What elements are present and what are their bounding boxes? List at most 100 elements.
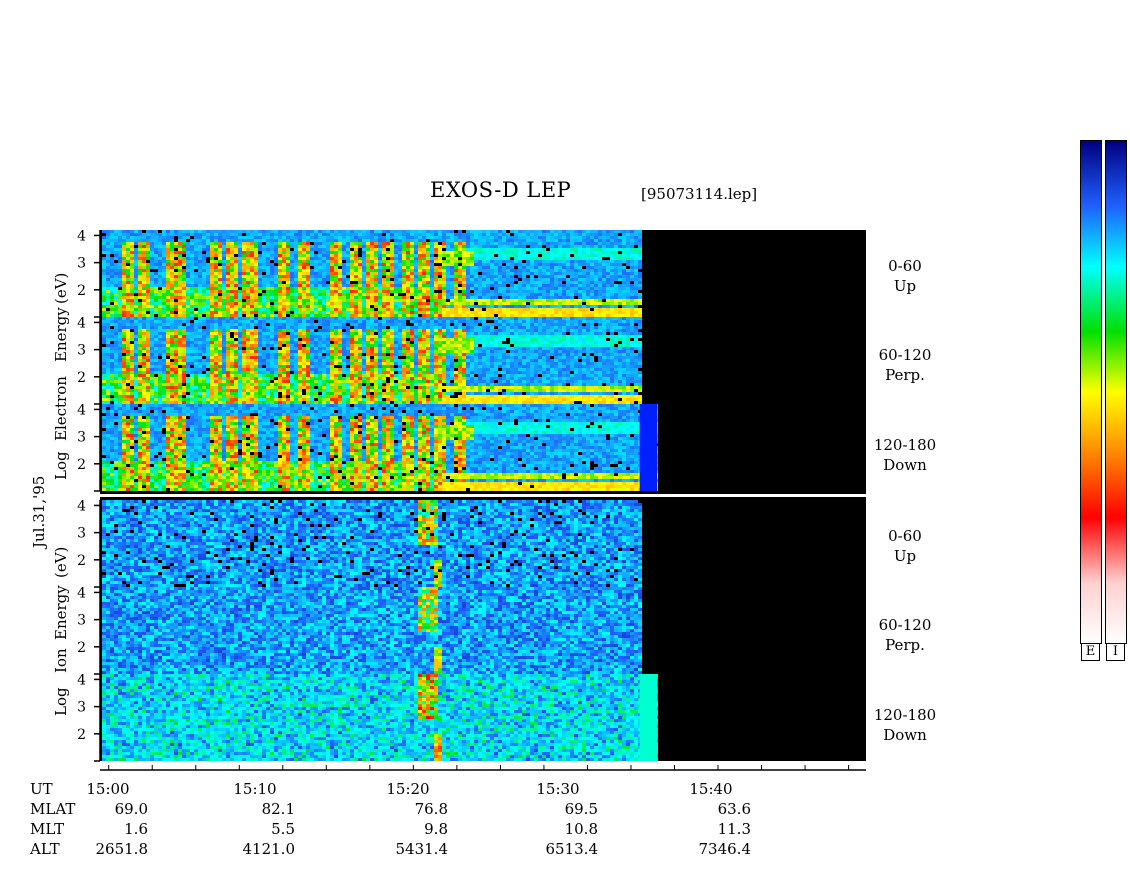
spectrogram-cell — [614, 275, 618, 278]
spectrogram-cell — [226, 257, 230, 260]
spectrogram-cell — [262, 380, 266, 383]
spectrogram-cell — [470, 233, 474, 236]
spectrogram-cell — [546, 311, 550, 314]
spectrogram-cell — [254, 278, 258, 281]
spectrogram-cell — [114, 296, 118, 299]
spectrogram-cell — [174, 230, 178, 233]
spectrogram-cell — [622, 251, 626, 254]
spectrogram-cell — [478, 266, 482, 269]
spectrogram-cell — [338, 251, 342, 254]
spectrogram-cell — [366, 299, 370, 302]
spectrogram-cell — [558, 275, 562, 278]
spectrogram-cell — [394, 302, 398, 305]
spectrogram-cell — [190, 281, 194, 284]
spectrogram-cell — [166, 236, 170, 239]
spectrogram-cell — [138, 248, 142, 251]
spectrogram-cell — [634, 233, 638, 236]
spectrogram-cell — [486, 290, 490, 293]
spectrogram-cell — [586, 269, 590, 272]
spectrogram-cell — [322, 260, 326, 263]
spectrogram-cell — [254, 347, 258, 350]
spectrogram-cell — [242, 401, 246, 404]
spectrogram-cell — [290, 242, 294, 245]
spectrogram-cell — [586, 263, 590, 266]
spectrogram-cell — [282, 245, 286, 248]
spectrogram-cell — [246, 278, 250, 281]
spectrogram-cell — [618, 242, 622, 245]
spectrogram-cell — [238, 233, 242, 236]
spectrogram-cell — [358, 257, 362, 260]
spectrogram-cell — [194, 302, 198, 305]
spectrogram-cell — [614, 254, 618, 257]
spectrogram-cell — [262, 299, 266, 302]
spectrogram-cell — [522, 239, 526, 242]
spectrogram-cell — [386, 254, 390, 257]
spectrogram-cell — [182, 308, 186, 311]
spectrogram-cell — [470, 311, 474, 314]
spectrogram-cell — [626, 296, 630, 299]
spectrogram-cell — [210, 278, 214, 281]
spectrogram-cell — [438, 266, 442, 269]
spectrogram-cell — [262, 332, 266, 335]
spectrogram-cell — [550, 272, 554, 275]
spectrogram-cell — [466, 239, 470, 242]
spectrogram-cell — [246, 266, 250, 269]
spectrogram-cell — [102, 371, 106, 374]
spectrogram-cell — [494, 266, 498, 269]
spectrogram-cell — [450, 245, 454, 248]
spectrogram-cell — [238, 284, 242, 287]
spectrogram-cell — [134, 338, 138, 341]
spectrogram-cell — [410, 254, 414, 257]
spectrogram-cell — [606, 263, 610, 266]
spectrogram-cell — [170, 287, 174, 290]
spectrogram-cell — [362, 242, 366, 245]
spectrogram-cell — [382, 257, 386, 260]
spectrogram-cell — [238, 350, 242, 353]
spectrogram-cell — [218, 311, 222, 314]
spectrogram-cell — [270, 386, 274, 389]
spectrogram-cell — [478, 245, 482, 248]
spectrogram-cell — [418, 233, 422, 236]
spectrogram-cell — [146, 263, 150, 266]
spectrogram-cell — [586, 266, 590, 269]
spectrogram-cell — [166, 302, 170, 305]
spectrogram-cell — [554, 245, 558, 248]
spectrogram-cell — [610, 260, 614, 263]
spectrogram-cell — [250, 368, 254, 371]
spectrogram-cell — [206, 353, 210, 356]
spectrogram-cell — [546, 302, 550, 305]
spectrogram-cell — [130, 389, 134, 392]
spectrogram-cell — [126, 293, 130, 296]
spectrogram-cell — [226, 251, 230, 254]
spectrogram-cell — [530, 251, 534, 254]
spectrogram-cell — [202, 401, 206, 404]
spectrogram-cell — [586, 245, 590, 248]
spectrogram-cell — [254, 251, 258, 254]
spectrogram-cell — [466, 263, 470, 266]
spectrogram-cell — [442, 308, 446, 311]
spectrogram-cell — [146, 257, 150, 260]
spectrogram-cell — [394, 236, 398, 239]
spectrogram-cell — [450, 272, 454, 275]
spectrogram-cell — [214, 338, 218, 341]
spectrogram-cell — [182, 233, 186, 236]
spectrogram-cell — [482, 296, 486, 299]
spectrogram-cell — [118, 245, 122, 248]
spectrogram-cell — [250, 359, 254, 362]
spectrogram-cell — [214, 251, 218, 254]
spectrogram-cell — [222, 290, 226, 293]
spectrogram-cell — [558, 266, 562, 269]
spectrogram-cell — [202, 386, 206, 389]
spectrogram-cell — [618, 245, 622, 248]
spectrogram-cell — [546, 251, 550, 254]
spectrogram-cell — [558, 251, 562, 254]
spectrogram-cell — [282, 269, 286, 272]
spectrogram-cell — [322, 293, 326, 296]
spectrogram-cell — [454, 248, 458, 251]
spectrogram-cell — [342, 302, 346, 305]
spectrogram-cell — [210, 335, 214, 338]
spectrogram-cell — [214, 230, 218, 233]
spectrogram-cell — [138, 263, 142, 266]
spectrogram-cell — [482, 248, 486, 251]
spectrogram-cell — [518, 230, 522, 233]
